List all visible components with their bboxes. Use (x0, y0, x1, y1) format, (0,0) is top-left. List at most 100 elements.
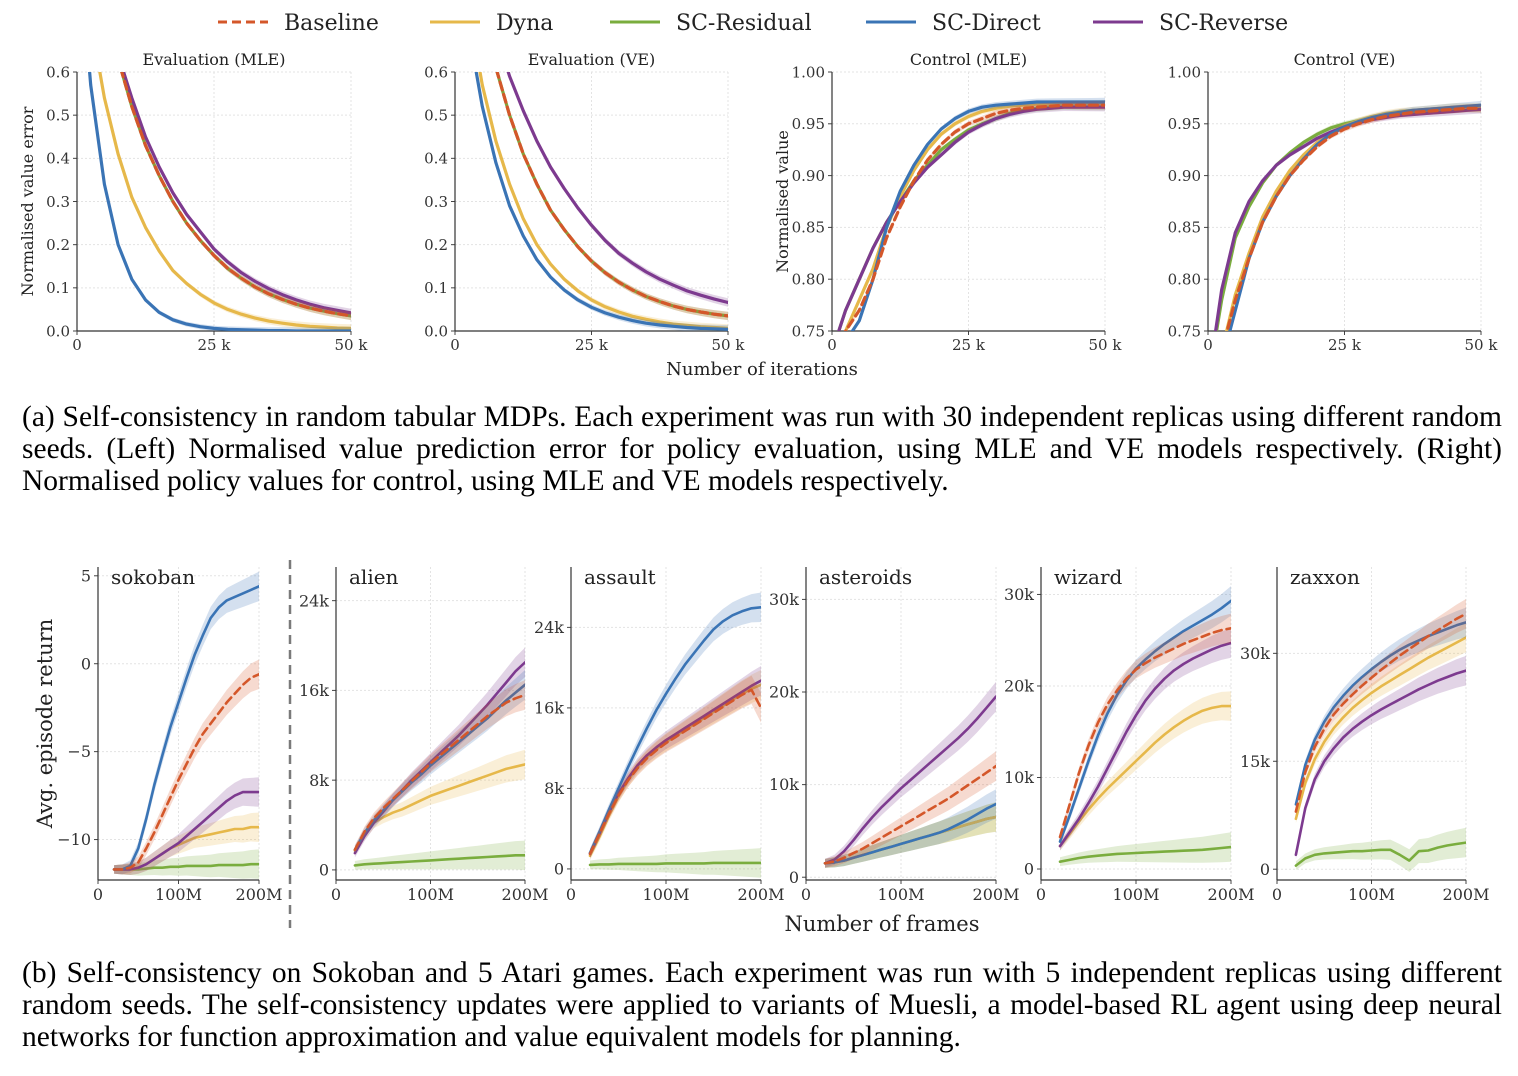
band-baseline (114, 659, 259, 875)
y-tick-label: 20k (1004, 677, 1034, 696)
line-sc-reverse (112, 790, 259, 871)
y-tick-label: 0.2 (46, 236, 70, 254)
band-sc-residual (825, 802, 996, 868)
line-sc-direct (588, 606, 761, 855)
y-tick-label: 0.1 (46, 279, 70, 297)
chart-title: Control (MLE) (910, 50, 1027, 69)
band-baseline (590, 675, 761, 859)
line-dyna (98, 72, 351, 330)
x-tick-label: 25 k (575, 336, 609, 354)
line-sc-residual (1294, 841, 1466, 867)
y-tick-label: 0.3 (46, 193, 70, 211)
chart-title: Evaluation (MLE) (143, 50, 286, 69)
x-tick-label: 0 (801, 885, 811, 904)
caption-a: (a) Self-consistency in random tabular M… (22, 401, 1502, 497)
y-axis-label: Normalised value error (18, 106, 37, 296)
y-tick-label: 0.6 (46, 63, 70, 81)
charts: 0.0 0.1 0.2 0.3 0.4 0.5 0.6 0 25 k 50 k Evaluation… (18, 50, 1499, 904)
legend-label: Baseline (284, 11, 379, 36)
x-tick-label: 50 k (1465, 336, 1499, 354)
y-tick-label: 0 (1260, 860, 1270, 879)
x-tick-label: 25 k (198, 336, 232, 354)
x-tick-label: 200M (1443, 885, 1490, 904)
y-tick-label: 0 (789, 868, 799, 887)
chart-title: sokoban (111, 565, 195, 589)
band-sc-residual (114, 849, 259, 879)
y-tick-label: 0.0 (46, 322, 70, 340)
y-tick-label: 10k (769, 775, 799, 794)
y-tick-label: 15k (1240, 752, 1270, 771)
chart-wizard: 0 10k 20k 30k 0 100M 200M wizard (1004, 565, 1255, 904)
y-tick-label: 0 (319, 861, 329, 880)
x-tick-label: 50 k (1089, 336, 1123, 354)
caption-b: (b) Self-consistency on Sokoban and 5 At… (22, 957, 1502, 1053)
band-baseline (1060, 613, 1231, 842)
chart-asteroids: 0 10k 20k 30k 0 100M 200M asteroids (769, 565, 1020, 904)
y-tick-label: 0.80 (1168, 270, 1201, 288)
line-baseline (1294, 612, 1466, 813)
y-tick-label: 0.85 (1168, 219, 1201, 237)
chart-title: assault (584, 565, 656, 589)
line-sc-direct (1058, 599, 1231, 843)
y-tick-label: 0.3 (424, 193, 448, 211)
legend-item-baseline: Baseline (218, 11, 379, 36)
chart-evaluation-mle: 0.0 0.1 0.2 0.3 0.4 0.5 0.6 0 25 k 50 k Evaluation… (18, 50, 368, 354)
line-sc-residual (588, 861, 761, 867)
chart-title: alien (349, 565, 399, 589)
line-baseline (843, 103, 1105, 331)
y-tick-label: 1.00 (1168, 63, 1201, 81)
line-sc-direct (1294, 621, 1466, 806)
line-sc-direct (112, 585, 259, 871)
legend-item-dyna: Dyna (430, 11, 553, 36)
chart-title: Evaluation (VE) (528, 50, 656, 69)
line-sc-reverse (1058, 641, 1231, 848)
legend-label: SC-Reverse (1159, 11, 1288, 36)
band-sc-reverse (590, 666, 761, 859)
chart-sokoban: −10 −5 0 5 0 100M 200M sokoban Avg. episode retu… (33, 565, 282, 904)
y-tick-label: 0.5 (46, 106, 70, 124)
chart-title: wizard (1054, 565, 1123, 589)
line-sc-reverse (121, 72, 351, 315)
y-axis-label: Avg. episode return (33, 619, 57, 830)
band-baseline (1295, 599, 1466, 816)
band-dyna (825, 802, 996, 868)
x-tick-label: 100M (878, 885, 925, 904)
y-tick-label: 1.00 (792, 63, 825, 81)
y-tick-label: 16k (534, 699, 564, 718)
y-tick-label: 30k (1240, 644, 1270, 663)
y-tick-label: 0.5 (424, 106, 448, 124)
band-sc-direct (590, 592, 761, 858)
band-sc-direct (825, 789, 996, 868)
y-tick-label: 0.75 (792, 322, 825, 340)
chart-assault: 0 8k 16k 24k 0 100M 200M assault (534, 565, 785, 904)
band-baseline (825, 751, 996, 868)
line-dyna (1294, 636, 1466, 821)
x-tick-label: 0 (1272, 885, 1282, 904)
x-tick-label: 0 (1036, 885, 1046, 904)
y-tick-label: 8k (309, 771, 329, 790)
band-dyna (590, 670, 761, 861)
legend-label: Dyna (496, 11, 553, 36)
x-tick-label: 0 (72, 336, 82, 354)
line-sc-reverse (823, 695, 996, 865)
y-tick-label: 0.85 (792, 219, 825, 237)
line-sc-residual (353, 854, 525, 867)
x-tick-label: 100M (407, 885, 454, 904)
line-sc-reverse (506, 72, 728, 305)
band-dyna (1295, 622, 1466, 824)
x-tick-label: 100M (1348, 885, 1395, 904)
series-group (474, 72, 728, 331)
chart-zaxxon: 0 15k 30k 0 100M 200M zaxxon (1240, 565, 1490, 904)
legend-label: SC-Direct (932, 11, 1041, 36)
x-tick-label: 100M (1113, 885, 1160, 904)
y-tick-label: 0.1 (424, 279, 448, 297)
y-tick-label: 10k (1004, 768, 1034, 787)
row-b-xlabel: Number of frames (785, 912, 980, 936)
x-tick-label: 50 k (712, 336, 746, 354)
line-sc-direct (88, 72, 351, 331)
y-tick-label: 5 (81, 566, 91, 585)
legend-item-sc-reverse: SC-Reverse (1093, 11, 1288, 36)
y-tick-label: 0.4 (424, 150, 448, 168)
chart-title: zaxxon (1290, 565, 1360, 589)
